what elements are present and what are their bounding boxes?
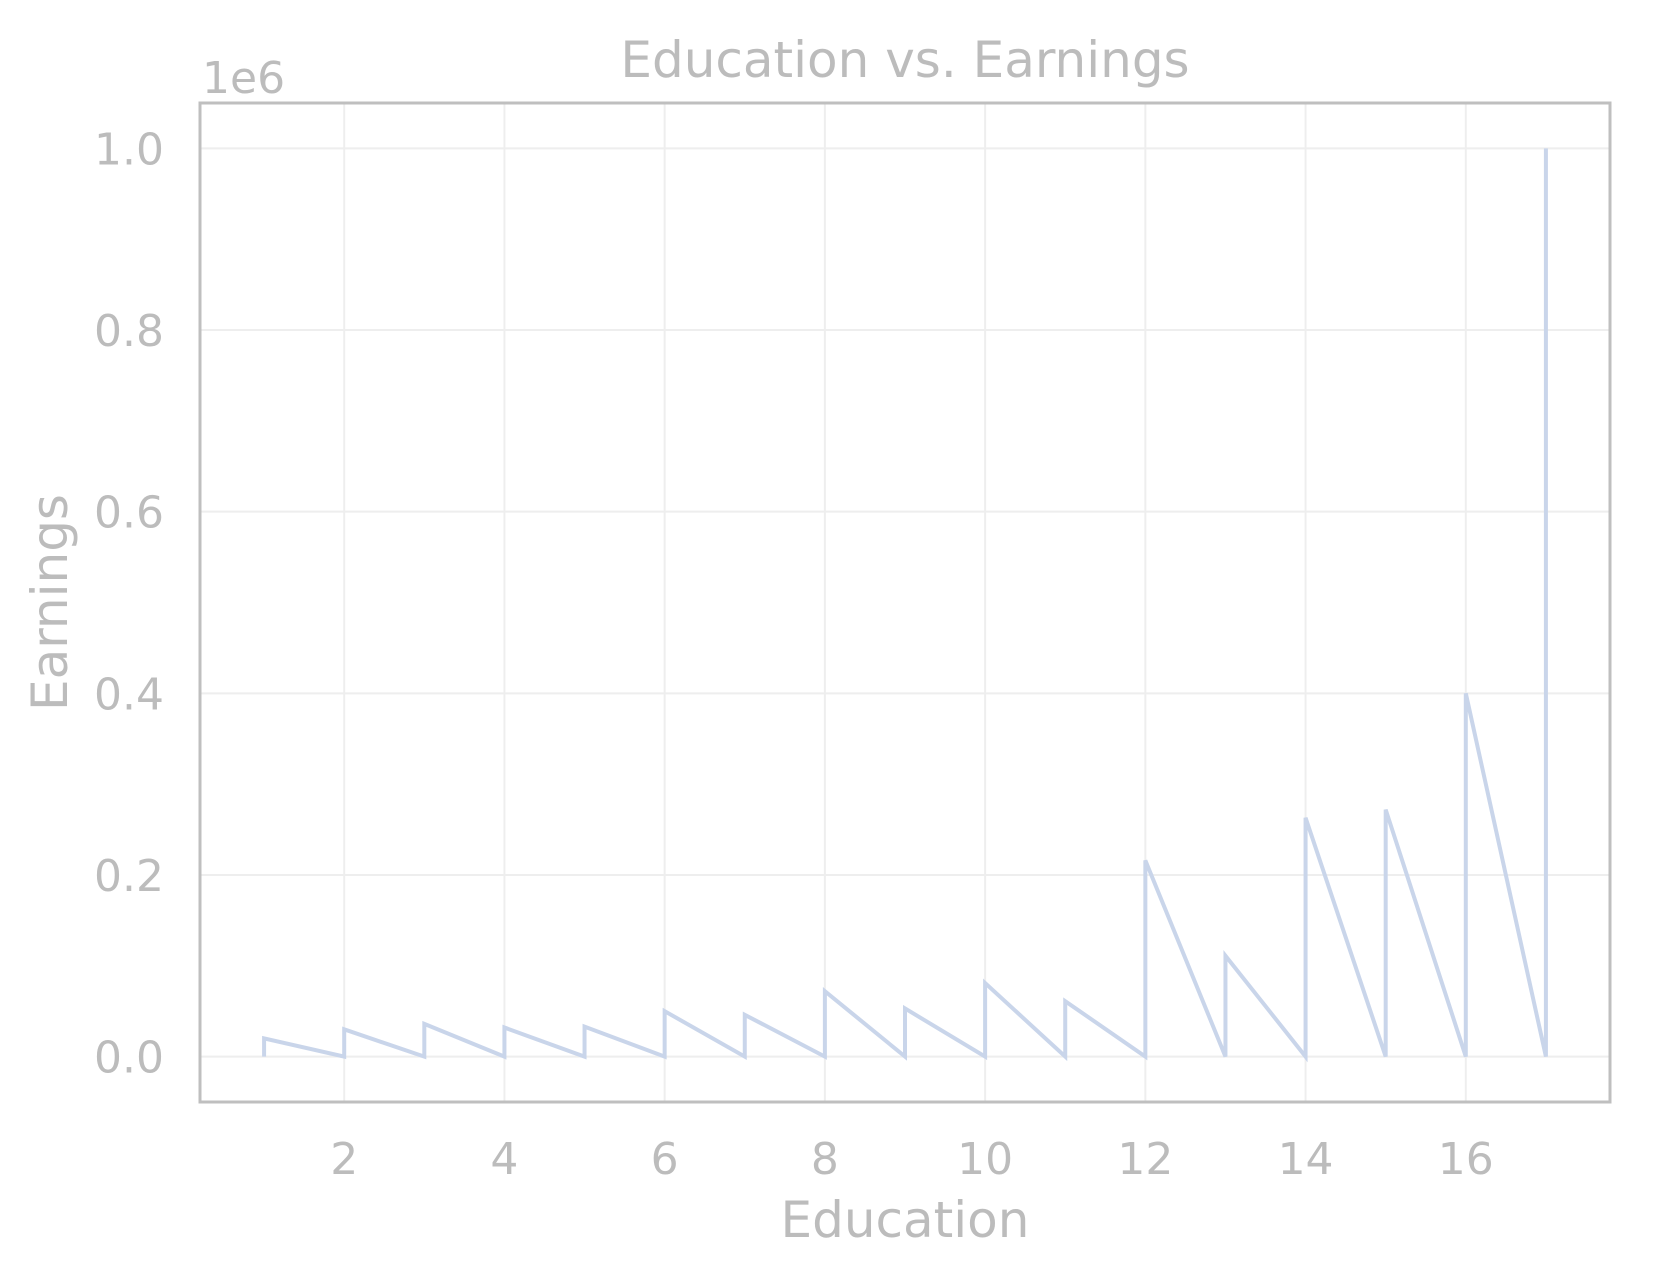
- x-tick-label: 6: [651, 1134, 679, 1185]
- x-axis-title: Education: [781, 1191, 1030, 1249]
- chart-title: Education vs. Earnings: [620, 31, 1189, 89]
- y-tick-label: 0.0: [94, 1033, 164, 1084]
- y-axis-title: Earnings: [21, 494, 79, 711]
- x-tick-label: 8: [811, 1134, 839, 1185]
- y-tick-label: 0.8: [94, 306, 164, 357]
- y-tick-label: 0.2: [94, 851, 164, 902]
- x-tick-label: 2: [330, 1134, 358, 1185]
- series-line: [262, 148, 1548, 1063]
- x-tick-label: 12: [1117, 1134, 1173, 1185]
- x-tick-label: 4: [490, 1134, 518, 1185]
- y-tick-label: 0.4: [94, 669, 164, 720]
- x-tick-label: 14: [1278, 1134, 1334, 1185]
- y-axis-offset-label: 1e6: [202, 53, 285, 104]
- y-tick-label: 0.6: [94, 488, 164, 539]
- series-layer: [262, 148, 1548, 1063]
- x-axis-ticks: 2 4 6 8 10 12 14 16: [330, 1134, 1494, 1185]
- grid: [200, 103, 1610, 1102]
- x-tick-label: 16: [1438, 1134, 1494, 1185]
- y-tick-label: 1.0: [94, 124, 164, 175]
- y-axis-ticks: 0.0 0.2 0.4 0.6 0.8 1.0: [94, 124, 164, 1083]
- plot-frame: [198, 101, 1612, 1104]
- x-tick-label: 10: [957, 1134, 1013, 1185]
